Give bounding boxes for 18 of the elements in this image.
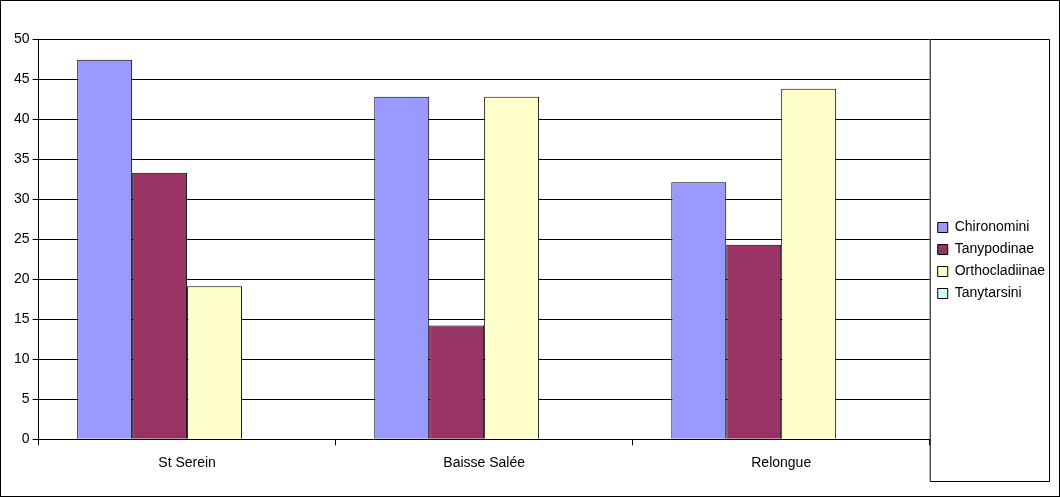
y-tick-label: 40 [13,109,30,126]
y-tick-label: 50 [13,29,30,46]
legend-label: Chironomini [954,218,1030,235]
x-tick-label: St Serein [158,454,216,471]
y-tick-label: 20 [13,269,30,286]
y-tick-label: 25 [13,229,30,246]
legend-label: Tanytarsini [954,284,1022,301]
y-tick-label: 15 [13,310,30,326]
y-tick-label: 35 [13,149,30,166]
y-tick-label: 0 [21,430,30,447]
legend-label: Tanypodinae [954,240,1035,257]
x-tick-label: Relongue [751,454,812,471]
y-tick-label: 5 [21,390,30,407]
y-tick-label: 10 [13,350,30,367]
x-tick-label: Baisse Salée [443,454,526,471]
legend-label: Orthocladiinae [954,262,1046,279]
y-tick-label: 45 [13,69,30,86]
y-tick-label: 30 [13,189,30,206]
